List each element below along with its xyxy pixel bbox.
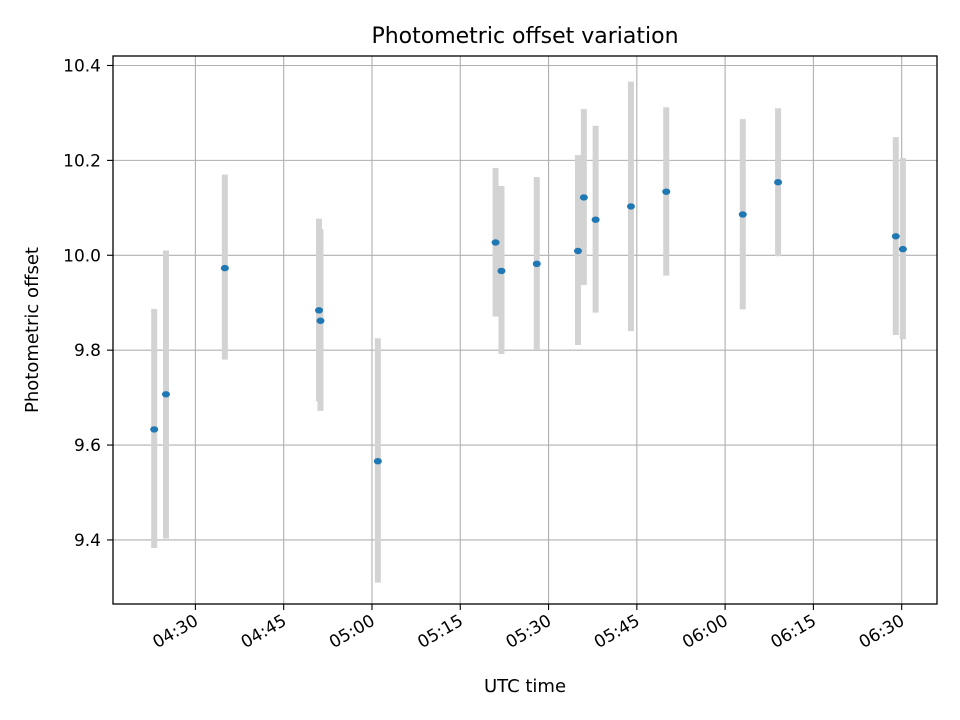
data-point [891,233,900,240]
y-tick-label: 9.6 [74,436,101,456]
data-point [591,216,600,223]
data-point [150,426,159,433]
y-tick-label: 10.0 [63,246,101,266]
data-point [579,194,588,201]
data-point [373,457,382,465]
data-point [898,245,907,253]
grid [113,56,937,604]
data-point [573,247,582,255]
data-point [532,260,541,268]
y-tick-label: 10.2 [63,151,101,171]
data-point [497,267,506,275]
y-tick-label: 9.8 [74,341,101,361]
data-point [774,179,783,186]
y-axis-label: Photometric offset [22,247,43,413]
data-point [662,188,671,195]
data-point [491,239,500,246]
data-point [161,391,170,398]
plot-frame [112,55,938,605]
y-tick-label: 9.4 [74,531,101,551]
data-point [220,264,229,272]
y-axis-ticks: 9.4 9.6 9.8 10.0 10.2 10.4 [63,56,113,551]
y-tick-label: 10.4 [63,56,101,76]
data-point [315,307,323,314]
data-point [738,211,747,218]
data-point [316,317,325,324]
data-point [626,203,635,210]
chart-title: Photometric offset variation [371,24,678,49]
x-axis-label: UTC time [484,676,566,697]
data-points [150,179,907,465]
